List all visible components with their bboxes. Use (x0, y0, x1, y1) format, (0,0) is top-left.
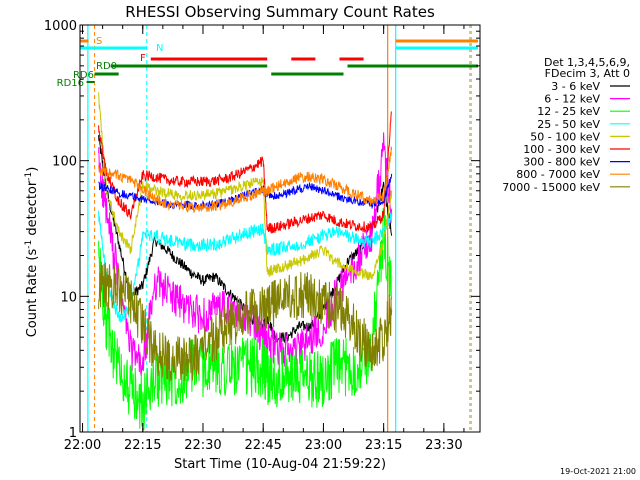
legend-entry-5: 100 - 300 keV (523, 143, 600, 156)
svg-text:Count Rate (s-1 detector-1): Count Rate (s-1 detector-1) (24, 167, 40, 338)
y-tick-label: 1 (69, 426, 77, 441)
legend: Det 1,3,4,5,6,9,FDecim 3, Att 03 - 6 keV… (502, 56, 630, 194)
legend-entry-8: 7000 - 15000 keV (502, 181, 600, 194)
chart-title: RHESSI Observing Summary Count Rates (125, 3, 435, 21)
x-tick-label: 22:45 (244, 438, 281, 453)
x-axis-label: Start Time (10-Aug-04 21:59:22) (174, 457, 386, 472)
x-tick-label: 22:00 (64, 438, 101, 453)
x-tick-label: 23:30 (425, 438, 462, 453)
series-6-line (98, 173, 393, 211)
series-3-line (98, 210, 393, 323)
legend-entry-6: 300 - 800 keV (523, 156, 600, 169)
legend-header-1: FDecim 3, Att 0 (545, 67, 630, 80)
series-8-line (98, 261, 393, 382)
series-5-line (98, 111, 393, 235)
series-2-line (98, 208, 393, 431)
flag-label-rd0: RD0 (96, 61, 117, 72)
legend-entry-1: 6 - 12 keV (544, 93, 600, 106)
plot-frame (79, 24, 481, 433)
legend-entry-7: 800 - 7000 keV (516, 168, 600, 181)
ylabel-part-1: Count Rate (s (25, 249, 40, 338)
flag-label-f: F (140, 53, 146, 64)
legend-entry-3: 25 - 50 keV (537, 118, 600, 131)
ylabel-sup-1: -1 (24, 240, 34, 249)
series-7-line (98, 146, 393, 214)
ylabel-part-2: detector (25, 180, 40, 240)
x-tick-label: 23:00 (305, 438, 342, 453)
legend-header-0: Det 1,3,4,5,6,9, (544, 56, 630, 69)
x-tick-label: 23:15 (365, 438, 402, 453)
flag-label-rd16: RD16 (57, 78, 84, 89)
legend-entry-4: 50 - 100 keV (530, 130, 600, 143)
ylabel-sup-2: -1 (24, 172, 34, 181)
flag-label-s: S (96, 36, 102, 47)
x-tick-label: 22:30 (184, 438, 221, 453)
flag-label-rd6: RD6 (73, 70, 94, 81)
ylabel-part-3: ) (25, 167, 40, 172)
y-tick-label: 100 (52, 155, 77, 170)
timestamp: 19-Oct-2021 21:00 (560, 467, 636, 476)
y-axis-label: Count Rate (s-1 detector-1) (24, 167, 40, 338)
x-tick-label: 22:15 (124, 438, 161, 453)
y-tick-label: 10 (60, 290, 77, 305)
legend-entry-2: 12 - 25 keV (537, 105, 600, 118)
legend-entry-0: 3 - 6 keV (551, 80, 600, 93)
flag-label-n: N (156, 43, 163, 54)
y-tick-label: 1000 (44, 19, 77, 34)
